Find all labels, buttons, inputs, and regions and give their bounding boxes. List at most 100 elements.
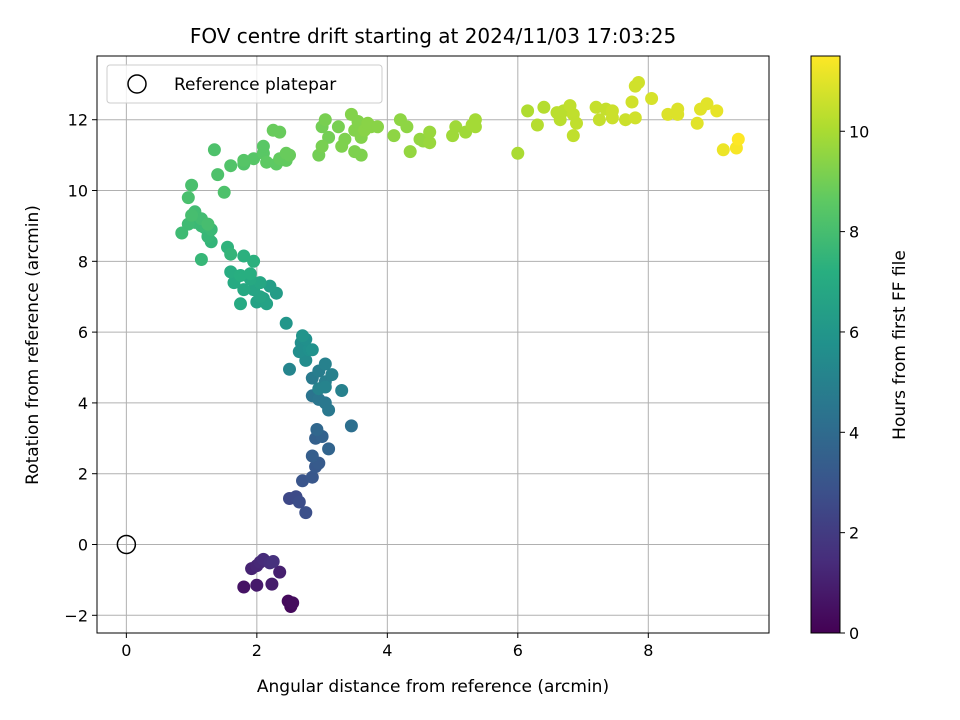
data-point bbox=[710, 104, 724, 118]
plot-frame bbox=[96, 55, 770, 634]
colorbar-label: Hours from first FF file bbox=[890, 250, 910, 440]
data-point bbox=[344, 419, 358, 433]
chart-title: FOV centre drift starting at 2024/11/03 … bbox=[190, 24, 676, 48]
data-point bbox=[335, 139, 349, 153]
data-point bbox=[566, 129, 580, 143]
y-tick-label: 8 bbox=[78, 252, 88, 271]
data-point bbox=[237, 283, 251, 297]
data-point bbox=[310, 423, 324, 436]
colorbar-tick-label: 10 bbox=[849, 122, 869, 141]
data-point bbox=[645, 92, 659, 105]
data-point bbox=[266, 123, 280, 137]
data-point bbox=[305, 470, 319, 484]
data-point bbox=[256, 139, 270, 153]
x-tick-label: 2 bbox=[252, 641, 262, 660]
data-point bbox=[234, 297, 247, 311]
data-point bbox=[194, 253, 208, 266]
data-point bbox=[671, 102, 685, 116]
data-point bbox=[253, 276, 267, 290]
data-point bbox=[530, 118, 544, 132]
data-point bbox=[318, 380, 332, 394]
data-point bbox=[237, 249, 251, 263]
data-point bbox=[217, 185, 231, 199]
y-tick-label: −2 bbox=[64, 606, 88, 625]
data-point bbox=[273, 565, 287, 579]
data-point bbox=[371, 120, 384, 134]
y-axis-label: Rotation from reference (arcmin) bbox=[23, 205, 43, 485]
legend-marker bbox=[127, 74, 147, 94]
data-point bbox=[315, 139, 329, 153]
data-point bbox=[185, 208, 199, 222]
x-tick-label: 6 bbox=[513, 641, 523, 660]
data-point bbox=[224, 247, 238, 261]
data-point bbox=[247, 152, 261, 166]
data-point bbox=[387, 129, 401, 143]
colorbar-tick-label: 6 bbox=[849, 323, 859, 342]
data-point bbox=[181, 191, 195, 205]
data-point bbox=[292, 495, 306, 509]
data-point bbox=[299, 506, 313, 520]
colorbar-ticks: 0 2 4 6 8 10 bbox=[840, 122, 869, 643]
data-point bbox=[322, 403, 336, 417]
x-axis-ticks: 0 2 4 6 8 bbox=[121, 633, 653, 660]
data-point bbox=[403, 145, 417, 159]
legend-label: Reference platepar bbox=[174, 75, 336, 95]
colorbar: 0 2 4 6 8 10 Hours from first FF file bbox=[810, 55, 910, 643]
data-point bbox=[211, 168, 225, 182]
x-tick-label: 8 bbox=[643, 641, 653, 660]
data-point bbox=[468, 120, 482, 134]
y-tick-label: 2 bbox=[78, 465, 88, 484]
data-point bbox=[237, 153, 251, 167]
x-axis-label: Angular distance from reference (arcmin) bbox=[257, 677, 609, 697]
data-point bbox=[175, 226, 189, 240]
y-tick-label: 4 bbox=[78, 394, 88, 413]
data-point bbox=[207, 143, 221, 157]
data-point bbox=[279, 316, 293, 330]
data-point bbox=[690, 116, 704, 130]
data-point bbox=[335, 384, 349, 397]
data-point bbox=[250, 578, 264, 592]
data-point bbox=[570, 116, 583, 130]
data-point bbox=[449, 120, 463, 134]
data-point bbox=[400, 120, 414, 134]
data-point bbox=[265, 577, 279, 591]
data-point bbox=[423, 136, 437, 150]
x-tick-label: 0 bbox=[121, 641, 131, 660]
colorbar-tick-label: 4 bbox=[849, 423, 859, 442]
data-point bbox=[305, 343, 319, 357]
colorbar-tick-label: 0 bbox=[849, 624, 859, 643]
colorbar-tick-label: 2 bbox=[849, 524, 859, 543]
colorbar-tick-label: 8 bbox=[849, 223, 859, 242]
data-point bbox=[537, 100, 551, 114]
data-point bbox=[628, 111, 642, 125]
data-point bbox=[322, 130, 336, 144]
data-point bbox=[423, 125, 437, 139]
data-point bbox=[286, 596, 300, 610]
data-point bbox=[224, 265, 238, 279]
data-point bbox=[731, 132, 745, 146]
data-point bbox=[322, 442, 336, 456]
y-tick-label: 12 bbox=[68, 111, 88, 130]
legend-box bbox=[106, 64, 383, 104]
data-point bbox=[185, 178, 199, 192]
grid bbox=[97, 56, 769, 633]
data-point bbox=[283, 148, 296, 162]
data-point bbox=[511, 146, 525, 160]
y-axis-ticks: −2 0 2 4 6 8 10 12 bbox=[64, 111, 97, 625]
data-points bbox=[175, 76, 745, 613]
data-point bbox=[305, 449, 319, 463]
data-point bbox=[224, 159, 238, 173]
data-point bbox=[589, 100, 603, 114]
data-point bbox=[325, 368, 339, 382]
y-tick-label: 0 bbox=[78, 536, 88, 555]
data-point bbox=[234, 269, 247, 282]
data-point bbox=[592, 113, 606, 127]
y-tick-label: 10 bbox=[68, 182, 88, 201]
legend: Reference platepar bbox=[106, 64, 383, 104]
data-point bbox=[237, 580, 251, 594]
data-point bbox=[201, 217, 215, 231]
y-tick-label: 6 bbox=[78, 323, 88, 342]
data-point bbox=[318, 357, 332, 371]
data-point bbox=[625, 95, 639, 109]
data-point bbox=[296, 329, 309, 343]
